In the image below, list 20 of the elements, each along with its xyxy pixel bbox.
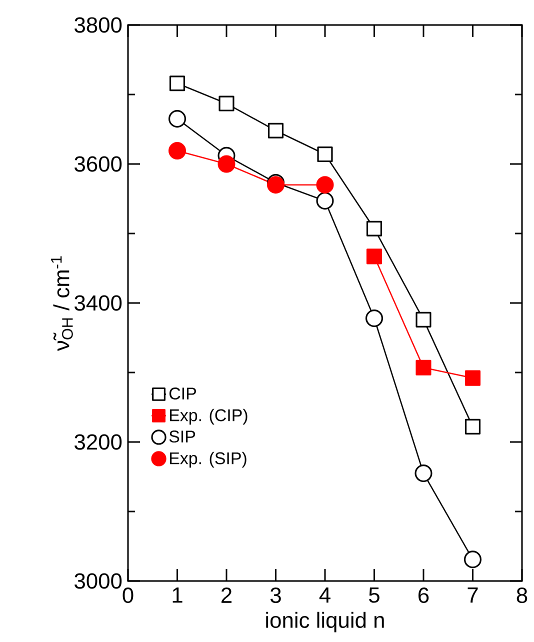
y-tick-label: 3600 <box>74 156 122 172</box>
legend-label: CIP <box>169 388 196 400</box>
x-tick-label: 6 <box>418 588 429 604</box>
x-tick-label: 7 <box>468 588 478 603</box>
legend-label: Exp. (SIP) <box>170 452 246 468</box>
x-tick-label: 4 <box>319 588 330 603</box>
x-tick-label: 2 <box>222 588 232 603</box>
x-tick-label: 5 <box>369 588 380 603</box>
legend-label: SIP <box>169 430 196 443</box>
y-axis-title: ν̃$_{OH}$ / cm$^{-1}$ <box>51 256 73 352</box>
x-tick-label: 1 <box>172 588 182 603</box>
x-axis-title: ionic liquid n <box>266 612 384 632</box>
y-tick-label: 3800 <box>74 17 122 33</box>
y-tick-label: 3200 <box>74 434 122 450</box>
x-tick-label: 0 <box>122 588 134 604</box>
y-tick-label: 3000 <box>74 573 122 589</box>
x-tick-label: 8 <box>516 588 528 604</box>
legend-label: Exp. (CIP) <box>170 408 248 425</box>
x-tick-label: 3 <box>270 588 281 604</box>
y-tick-label: 3400 <box>74 295 122 311</box>
